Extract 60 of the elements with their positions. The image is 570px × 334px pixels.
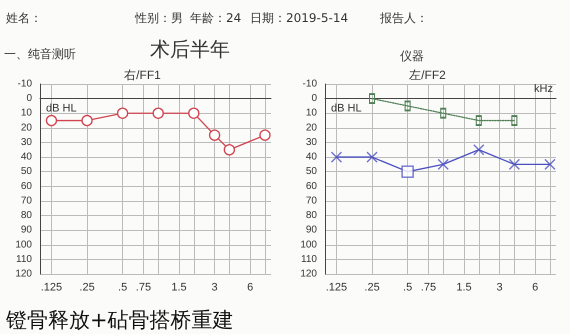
y-tick-label: 10 — [20, 108, 32, 119]
x-tick-label: .25 — [79, 282, 95, 294]
y-tick-label: 30 — [306, 136, 318, 148]
text: 术后半年 — [150, 36, 230, 63]
text: 日期：2019-5-14 — [250, 10, 348, 27]
point — [544, 158, 556, 170]
text: 一、纯音测听 — [4, 46, 76, 63]
y-tick-label: 110 — [16, 254, 32, 265]
x-axis-title: kHz — [534, 83, 553, 96]
y-tick-label: 50 — [20, 166, 32, 178]
text: 性别：男 — [135, 10, 183, 27]
y-tick-label: 90 — [306, 224, 318, 236]
x-tick-label: 3 — [212, 282, 218, 294]
x-tick-label: .125 — [40, 282, 62, 294]
point — [508, 158, 520, 170]
y-tick-label: 90 — [20, 224, 32, 236]
y-tick-label: 10 — [306, 108, 318, 119]
y-tick-label: 100 — [15, 239, 32, 250]
y-tick-label: 120 — [300, 268, 318, 280]
x-tick-label: 6 — [247, 282, 254, 294]
text: 姓名： — [6, 10, 42, 27]
x-tick-label: 1.5 — [456, 282, 472, 294]
y-tick-label: -10 — [18, 78, 32, 90]
y-tick-label: 100 — [300, 239, 318, 250]
y-tick-label: 50 — [306, 166, 318, 178]
y-tick-label: 80 — [20, 210, 32, 222]
x-tick-label: 6 — [532, 282, 538, 294]
x-tick-label: .75 — [136, 282, 152, 294]
y-tick-label: 0 — [26, 93, 32, 104]
text: 镫骨释放+砧骨搭桥重建 — [6, 307, 234, 334]
y-tick-label: 0 — [311, 93, 318, 104]
y-tick-label: 80 — [306, 210, 318, 222]
x-tick-label: .25 — [364, 282, 380, 294]
y-tick-label: 70 — [306, 195, 318, 206]
point — [438, 158, 449, 170]
x-tick-label: .5 — [403, 282, 412, 294]
chart-title: 右/FF1 — [124, 68, 162, 82]
chart-title: 左/FF2 — [409, 68, 446, 82]
y-tick-label: 40 — [20, 152, 32, 163]
y-tick-label: 60 — [306, 180, 318, 192]
y-tick-label: 120 — [15, 268, 32, 280]
y-axis-title: dB HL — [331, 102, 362, 114]
text: 年龄：24 — [190, 10, 242, 27]
x-tick-label: .75 — [420, 282, 436, 294]
y-tick-label: -10 — [302, 78, 318, 90]
y-tick-label: 70 — [20, 195, 32, 206]
y-tick-label: 60 — [20, 180, 32, 192]
text: 报告人： — [380, 10, 428, 27]
point — [473, 144, 484, 156]
x-tick-label: .125 — [326, 282, 348, 294]
x-tick-label: 1.5 — [171, 282, 187, 294]
y-tick-label: 40 — [306, 152, 318, 163]
x-tick-label: .5 — [118, 282, 128, 294]
y-tick-label: 20 — [20, 122, 32, 134]
text: 仪器 — [400, 48, 424, 65]
y-tick-label: 110 — [301, 254, 318, 265]
y-axis-title: dB HL — [46, 102, 77, 114]
y-tick-label: 30 — [20, 136, 32, 148]
x-tick-label: 3 — [496, 282, 503, 294]
y-tick-label: 20 — [306, 122, 318, 134]
